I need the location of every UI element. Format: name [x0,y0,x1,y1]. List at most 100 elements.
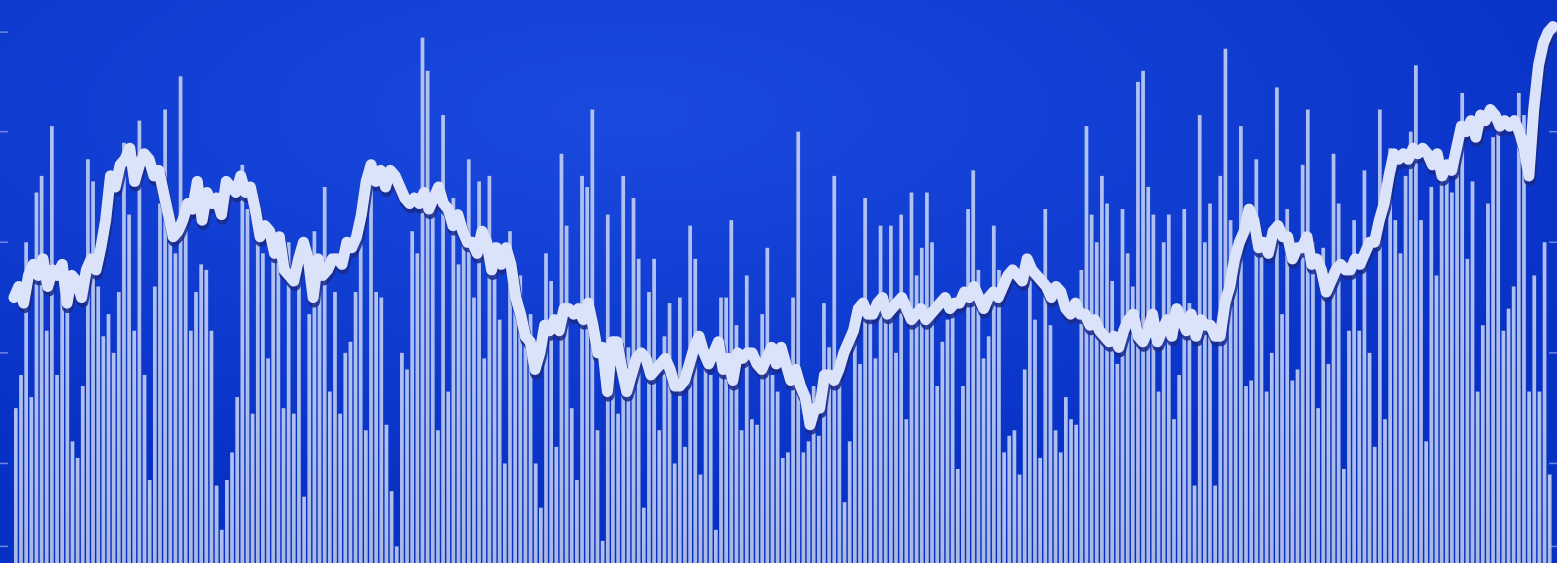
bar [281,408,286,563]
bar [219,529,224,563]
bar [1074,424,1079,563]
bar [291,413,296,563]
bar [39,175,44,563]
bar [1110,280,1115,563]
bar [539,507,543,563]
bar [235,397,240,563]
bar [394,546,399,563]
bar [919,247,924,563]
bar [1048,325,1053,563]
bar [204,269,209,563]
bar [1496,126,1501,563]
bar [1064,397,1068,563]
bar [101,336,106,563]
bar [1408,131,1413,563]
bar [302,496,306,563]
bar [1480,325,1485,563]
bar [1105,203,1109,563]
bar [137,120,142,563]
bar [847,441,852,563]
bar [1352,220,1356,563]
bar [1491,137,1495,563]
bar [930,242,934,563]
bar [523,336,528,563]
bar [1100,175,1104,563]
bar [1511,286,1516,563]
bar [1002,452,1006,563]
bar [466,159,471,563]
bar [528,314,533,563]
bar [1177,374,1181,563]
bar [1383,419,1387,563]
bar [456,264,461,563]
bar [822,303,826,563]
bar [852,341,857,563]
bar [1434,275,1439,563]
bar [1079,269,1084,563]
bar [225,480,229,563]
bar [564,225,569,563]
bar [559,153,564,563]
bar [1429,186,1434,563]
bar [410,231,415,563]
bar [29,397,34,563]
bar [255,225,260,563]
bar [744,275,749,563]
bar [611,341,615,563]
bar [1341,468,1346,563]
bar [816,435,821,563]
bar [1527,391,1531,563]
bar [1053,430,1058,563]
bar [935,386,940,563]
bar [595,430,600,563]
bar [657,430,662,563]
bar [786,452,790,563]
bar [1058,452,1063,563]
bar [405,369,409,563]
bar [127,214,131,563]
bar [1038,457,1042,563]
bar [1542,242,1547,563]
bar [1506,308,1511,563]
bar [1486,203,1490,563]
bar [446,391,451,563]
bar [796,131,801,563]
bar [111,352,116,563]
bar [327,391,332,563]
bar [317,269,322,563]
bar [472,297,476,563]
bar [209,330,214,563]
bar [307,314,312,563]
bar [1393,220,1398,563]
bar [811,386,816,563]
bar [703,347,708,563]
bar [868,308,873,563]
bar [1475,391,1480,563]
bar [708,374,713,563]
bar [55,374,59,563]
bar [1522,115,1526,563]
bar [147,480,152,563]
bar [1321,247,1326,563]
bar [1547,474,1552,563]
bar [1007,435,1012,563]
bar [482,358,487,563]
bar [261,253,265,563]
bar [950,314,955,563]
bar [358,203,363,563]
bar [487,175,492,563]
bar [75,457,80,563]
bar [492,242,497,563]
bar [1388,148,1392,563]
bar [1316,408,1320,563]
bar [770,374,775,563]
bar [837,363,842,563]
bar [533,463,538,563]
bar [981,358,986,563]
bar [1125,253,1130,563]
bar [914,275,919,563]
bar [1285,209,1290,563]
bar [343,352,348,563]
bar [1516,92,1521,563]
